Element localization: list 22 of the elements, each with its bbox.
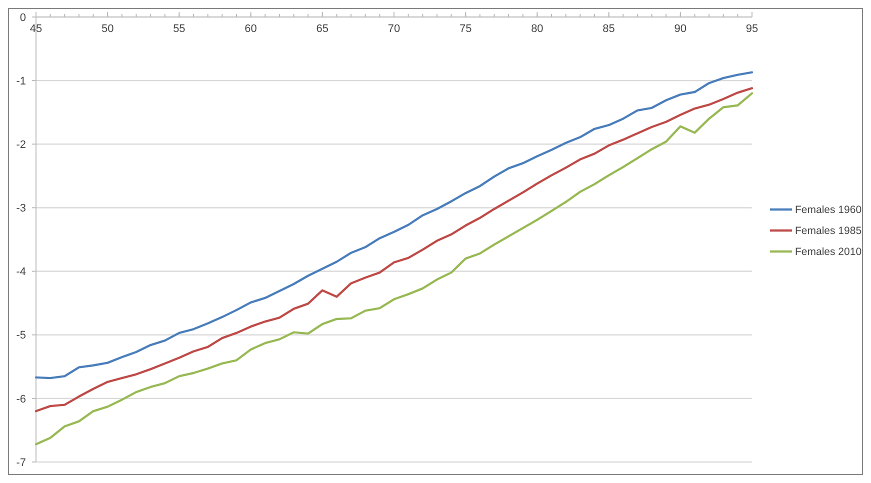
y-tick-label: -6 — [16, 393, 26, 406]
y-tick-label: -7 — [16, 456, 26, 469]
x-tick-label: 90 — [674, 23, 687, 35]
x-tick-label: 70 — [388, 23, 400, 35]
y-tick-label: 0 — [20, 12, 26, 24]
x-tick-label: 80 — [531, 23, 544, 35]
y-tick-label: -3 — [16, 202, 26, 215]
x-tick-label: 50 — [101, 23, 114, 35]
x-tick-label: 60 — [244, 23, 257, 35]
x-tick-label: 95 — [746, 23, 758, 35]
y-tick-label: -5 — [16, 330, 26, 342]
x-tick-label: 55 — [173, 23, 186, 35]
legend-label: Females 1985 — [795, 225, 862, 238]
x-tick-label: 65 — [316, 23, 329, 35]
x-tick-label: 75 — [459, 23, 472, 35]
y-tick-label: -4 — [16, 266, 26, 278]
x-tick-label: 85 — [602, 23, 615, 35]
legend-label: Females 2010 — [795, 246, 862, 258]
y-tick-label: -2 — [16, 138, 26, 151]
legend-label: Females 1960 — [795, 204, 862, 216]
y-tick-label: -1 — [16, 75, 26, 88]
x-tick-label: 45 — [30, 23, 42, 35]
